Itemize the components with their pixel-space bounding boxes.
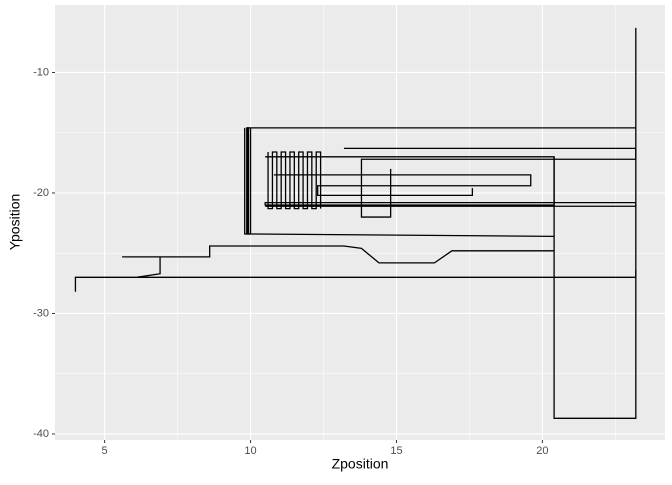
y-axis-title: Yposition xyxy=(7,194,23,251)
x-tick-label: 20 xyxy=(536,445,548,457)
x-tick-label: 15 xyxy=(390,445,402,457)
y-tick-label: -40 xyxy=(33,428,49,440)
y-tick-label: -10 xyxy=(33,66,49,78)
x-tick-label: 10 xyxy=(244,445,256,457)
data-path xyxy=(264,156,637,207)
data-path xyxy=(273,174,532,197)
data-path xyxy=(343,147,637,218)
y-tick-label: -20 xyxy=(33,187,49,199)
data-path xyxy=(267,151,322,210)
data-path xyxy=(246,127,636,238)
y-tick-label: -30 xyxy=(33,307,49,319)
panel xyxy=(55,5,665,440)
data-path xyxy=(136,256,161,278)
x-axis-title: Zposition xyxy=(332,456,389,472)
data-path xyxy=(244,127,252,235)
x-tick-label: 5 xyxy=(102,445,108,457)
data-path xyxy=(122,245,555,264)
data-path xyxy=(553,27,637,419)
